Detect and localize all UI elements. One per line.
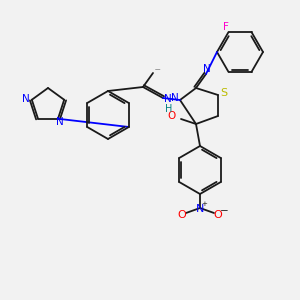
Text: F: F <box>223 22 228 32</box>
Text: H: H <box>165 104 173 114</box>
Text: −: − <box>220 206 228 216</box>
Text: +: + <box>201 201 207 207</box>
Text: O: O <box>168 111 176 121</box>
Text: N: N <box>171 93 179 103</box>
Text: N: N <box>164 94 172 104</box>
Text: S: S <box>220 88 228 98</box>
Text: O: O <box>178 210 186 220</box>
Text: O: O <box>214 210 222 220</box>
Text: N: N <box>56 117 64 127</box>
Text: N: N <box>196 204 204 214</box>
Text: N: N <box>22 94 30 104</box>
Text: N: N <box>203 64 211 74</box>
Text: —: — <box>154 68 160 73</box>
